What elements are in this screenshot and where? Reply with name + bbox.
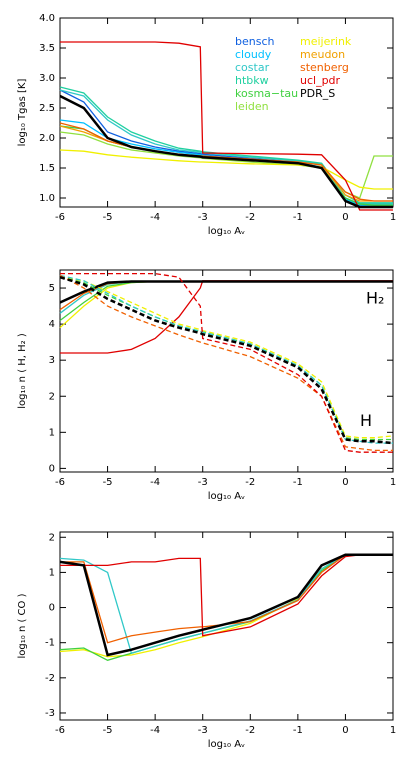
line <box>59 554 393 655</box>
y-tick-label: 4 <box>49 319 55 330</box>
x-tick-label: 0 <box>342 725 348 736</box>
x-tick-label: -1 <box>293 212 303 223</box>
x-tick-label: -4 <box>150 477 160 488</box>
dashed-line <box>59 276 394 439</box>
annotation: H₂ <box>366 288 384 307</box>
x-tick-label: -6 <box>55 477 65 488</box>
x-tick-label: -5 <box>103 477 113 488</box>
line <box>59 280 393 304</box>
dashed-line <box>59 276 394 445</box>
x-tick-label: 1 <box>390 212 396 223</box>
x-tick-label: 0 <box>342 212 348 223</box>
y-axis-label: log₁₀ Tgas [K] <box>17 79 28 147</box>
x-tick-label: -3 <box>198 212 208 223</box>
plot-frame <box>59 531 394 721</box>
dashed-line <box>59 274 393 452</box>
y-tick-label: 3.5 <box>39 43 55 54</box>
line <box>59 94 393 209</box>
line <box>59 553 393 657</box>
y-axis-label: log₁₀ n ( CO ) <box>17 593 28 658</box>
y-tick-label: 2.5 <box>39 103 55 114</box>
annotation: H <box>360 411 372 430</box>
line <box>60 280 393 354</box>
legend-entry: meudon <box>300 48 345 61</box>
legend-entry: bensch <box>235 35 275 48</box>
y-tick-label: 5 <box>49 283 55 294</box>
line <box>59 89 393 205</box>
line <box>59 122 393 202</box>
x-tick-label: -3 <box>198 477 208 488</box>
line <box>60 41 393 211</box>
y-axis-label: log₁₀ n ( H, H₂ ) <box>17 333 28 409</box>
line <box>59 554 393 661</box>
legend-entry: costar <box>235 61 270 74</box>
legend-entry: ucl_pdr <box>300 74 341 87</box>
x-tick-label: -4 <box>150 212 160 223</box>
legend-entry: stenberg <box>300 61 349 74</box>
y-tick-label: 2 <box>49 391 55 402</box>
x-tick-label: -4 <box>150 725 160 736</box>
x-tick-label: -6 <box>55 212 65 223</box>
line <box>59 149 393 190</box>
y-tick-label: 1.5 <box>39 163 55 174</box>
y-tick-label: 3 <box>49 355 55 366</box>
y-tick-label: 3.0 <box>39 73 55 84</box>
y-tick-label: 4.0 <box>39 13 55 24</box>
x-tick-label: -2 <box>245 212 255 223</box>
dashed-line <box>60 272 393 453</box>
y-tick-label: 0 <box>49 463 55 474</box>
x-tick-label: -2 <box>245 477 255 488</box>
x-tick-label: 0 <box>342 477 348 488</box>
x-tick-label: -5 <box>103 725 113 736</box>
line <box>59 280 393 329</box>
legend-entry: meijerink <box>300 35 352 48</box>
plot-frame <box>59 269 394 473</box>
x-axis-label: log₁₀ Aᵥ <box>208 491 245 502</box>
dashed-line <box>59 274 393 444</box>
x-tick-label: 1 <box>390 725 396 736</box>
x-axis-label: log₁₀ Aᵥ <box>208 739 245 750</box>
y-tick-label: -3 <box>45 708 55 719</box>
y-tick-label: 1.0 <box>39 193 55 204</box>
legend-entry: leiden <box>235 100 269 113</box>
y-tick-label: 2.0 <box>39 133 55 144</box>
legend-entry: PDR_S <box>300 87 335 100</box>
x-tick-label: -2 <box>245 725 255 736</box>
dashed-line <box>59 276 393 441</box>
legend-entry: htbkw <box>235 74 269 87</box>
x-tick-label: -6 <box>55 725 65 736</box>
x-tick-label: -1 <box>293 725 303 736</box>
x-tick-label: -5 <box>103 212 113 223</box>
y-tick-label: 1 <box>49 427 55 438</box>
plot-frame <box>59 17 394 208</box>
y-tick-label: 2 <box>49 532 55 543</box>
legend-entry: kosma−tau <box>235 87 298 100</box>
x-axis-label: log₁₀ Aᵥ <box>208 226 245 237</box>
legend-entry: cloudy <box>235 48 272 61</box>
y-tick-label: 0 <box>49 603 55 614</box>
x-tick-label: -3 <box>198 725 208 736</box>
x-tick-label: -1 <box>293 477 303 488</box>
y-tick-label: -2 <box>45 673 55 684</box>
y-tick-label: 1 <box>49 567 55 578</box>
x-tick-label: 1 <box>390 477 396 488</box>
y-tick-label: -1 <box>45 638 55 649</box>
